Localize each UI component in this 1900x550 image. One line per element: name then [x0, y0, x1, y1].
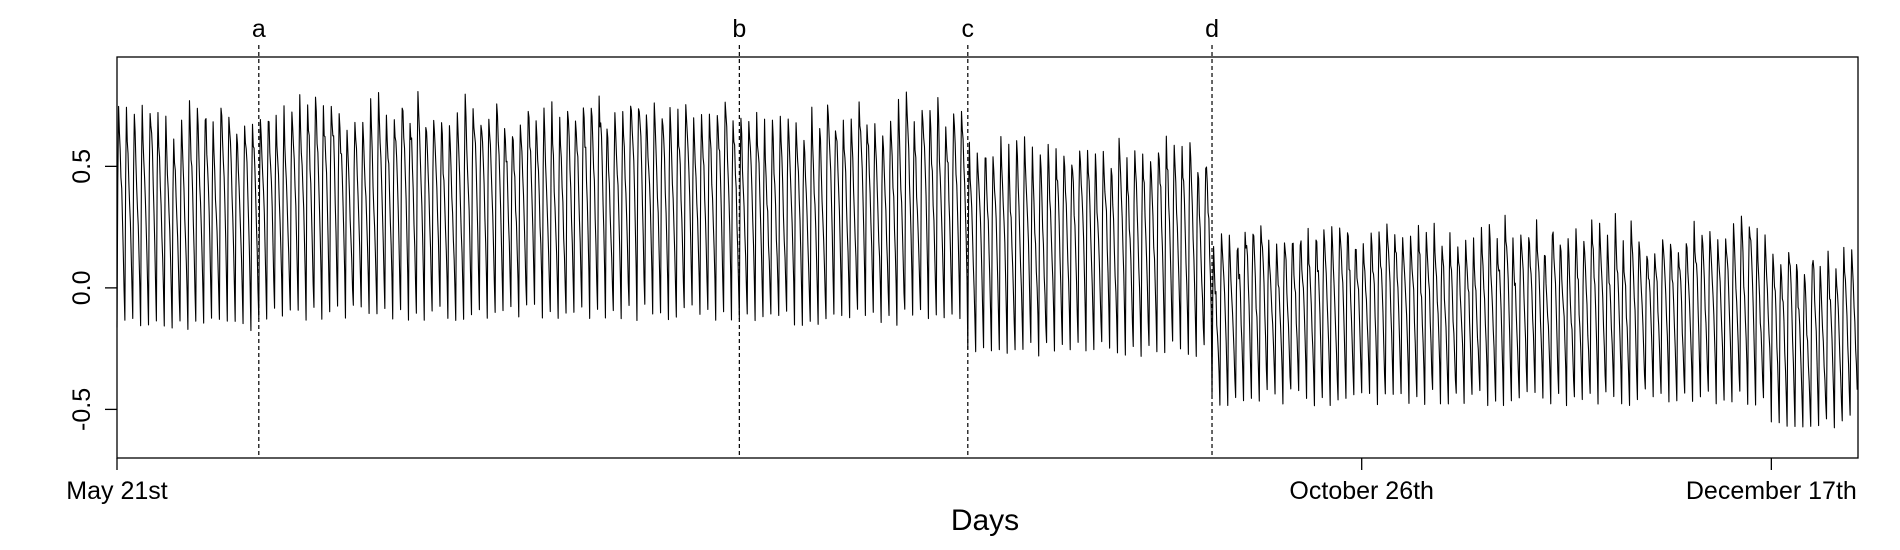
x-axis: May 21st October 26th December 17th: [66, 458, 1857, 505]
x-tick-label: October 26th: [1289, 477, 1434, 505]
y-tick-label: 0.0: [68, 270, 96, 305]
y-tick-label: 0.5: [68, 149, 96, 184]
series-line-0: [116, 91, 1858, 429]
marker-label-b: b: [732, 15, 746, 43]
x-tick-label: December 17th: [1686, 477, 1857, 505]
y-axis: -0.5 0.0 0.5: [68, 149, 117, 431]
marker-label-c: c: [962, 15, 975, 43]
x-axis-title: Days: [951, 504, 1019, 537]
vertical-markers: a b c d: [252, 15, 1219, 458]
plot-area: [116, 56, 1859, 459]
x-tick-label: May 21st: [66, 477, 167, 505]
y-tick-label: -0.5: [68, 388, 96, 431]
marker-label-a: a: [252, 15, 266, 43]
marker-label-d: d: [1205, 15, 1219, 43]
